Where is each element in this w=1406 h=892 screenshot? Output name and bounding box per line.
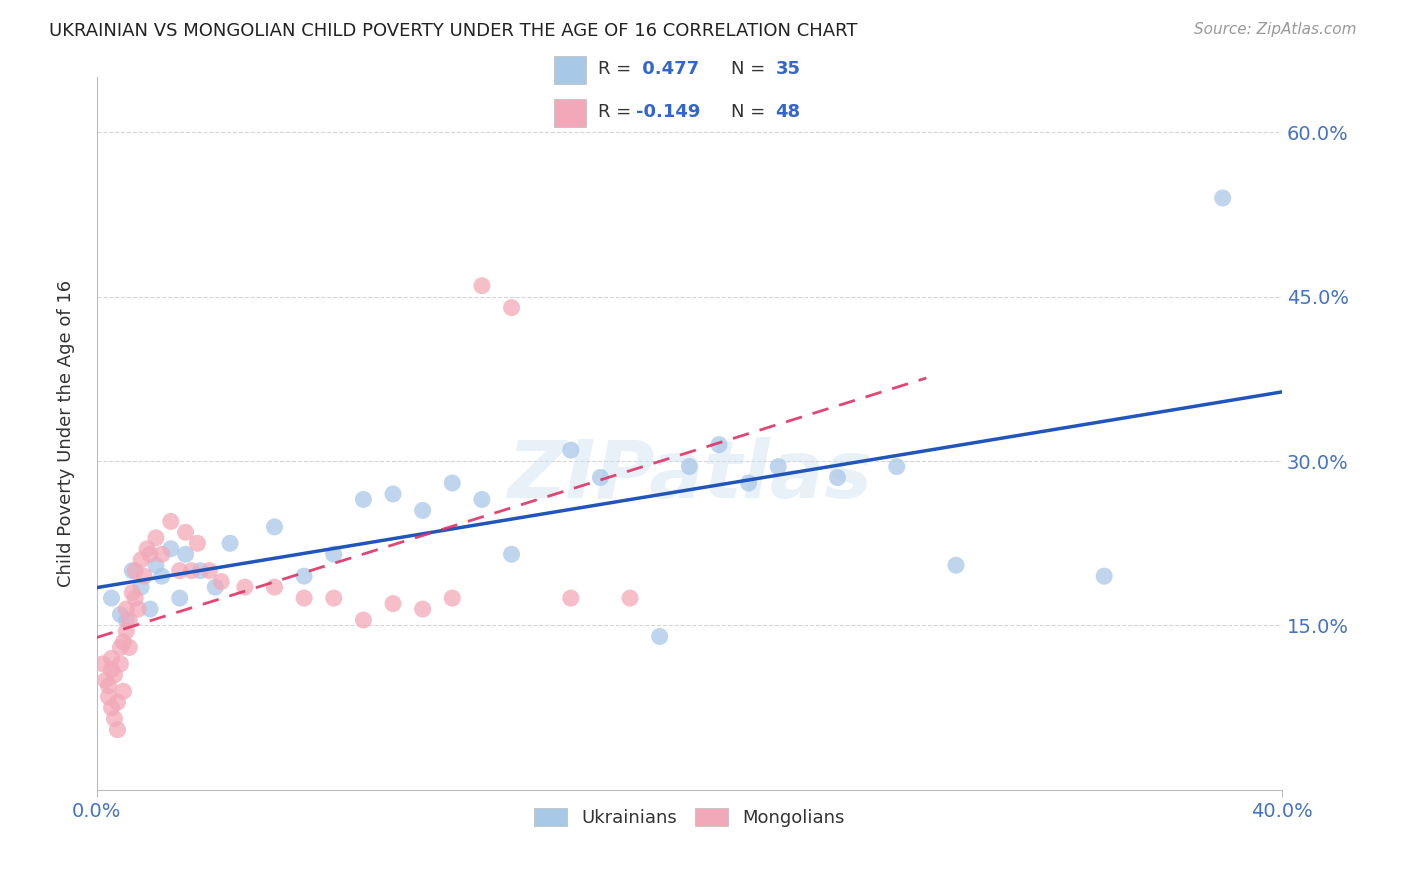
Point — [589, 470, 612, 484]
Y-axis label: Child Poverty Under the Age of 16: Child Poverty Under the Age of 16 — [58, 280, 75, 587]
Point — [382, 487, 405, 501]
Point — [145, 558, 167, 573]
Point — [441, 475, 464, 490]
Point — [150, 547, 173, 561]
Point — [97, 679, 120, 693]
Point — [560, 591, 582, 606]
Point — [110, 657, 132, 671]
Point — [118, 640, 141, 655]
Point — [827, 470, 849, 484]
Point — [382, 597, 405, 611]
Point — [619, 591, 641, 606]
Point — [352, 492, 374, 507]
Point — [115, 602, 138, 616]
Point — [169, 591, 191, 606]
Point — [91, 657, 114, 671]
Point — [204, 580, 226, 594]
Point — [110, 640, 132, 655]
Point — [103, 712, 125, 726]
Point — [94, 673, 117, 688]
Point — [136, 541, 159, 556]
Text: 35: 35 — [776, 60, 800, 78]
Point — [112, 684, 135, 698]
Point — [107, 695, 129, 709]
Point — [100, 591, 122, 606]
Point — [139, 602, 162, 616]
Point — [352, 613, 374, 627]
Point — [471, 278, 494, 293]
Point — [174, 525, 197, 540]
Point — [768, 459, 790, 474]
Point — [124, 591, 146, 606]
Point — [107, 723, 129, 737]
Text: -0.149: -0.149 — [637, 103, 700, 121]
Point — [169, 564, 191, 578]
Point — [103, 668, 125, 682]
Point — [115, 624, 138, 638]
Text: R =: R = — [599, 103, 637, 121]
Point — [180, 564, 202, 578]
Point — [186, 536, 208, 550]
Point — [110, 607, 132, 622]
Text: ZIPatlas: ZIPatlas — [506, 437, 872, 516]
Point — [678, 459, 700, 474]
Point — [412, 602, 434, 616]
Point — [118, 613, 141, 627]
Point — [100, 700, 122, 714]
Point — [129, 580, 152, 594]
Point — [560, 443, 582, 458]
Point — [886, 459, 908, 474]
Point — [112, 635, 135, 649]
Point — [501, 547, 523, 561]
Text: R =: R = — [599, 60, 637, 78]
FancyBboxPatch shape — [554, 56, 586, 84]
Point — [233, 580, 256, 594]
Point — [263, 520, 285, 534]
FancyBboxPatch shape — [554, 99, 586, 127]
Text: Source: ZipAtlas.com: Source: ZipAtlas.com — [1194, 22, 1357, 37]
Point — [322, 591, 344, 606]
Point — [127, 602, 149, 616]
Point — [97, 690, 120, 704]
Point — [100, 651, 122, 665]
Text: N =: N = — [731, 103, 770, 121]
Text: 0.477: 0.477 — [637, 60, 699, 78]
Point — [198, 564, 221, 578]
Point — [115, 613, 138, 627]
Point — [263, 580, 285, 594]
Point — [292, 569, 315, 583]
Point — [121, 585, 143, 599]
Point — [219, 536, 242, 550]
Point — [139, 547, 162, 561]
Point — [648, 630, 671, 644]
Point — [1212, 191, 1234, 205]
Point — [145, 531, 167, 545]
Point — [134, 569, 156, 583]
Point — [292, 591, 315, 606]
Point — [121, 564, 143, 578]
Point — [471, 492, 494, 507]
Point — [412, 503, 434, 517]
Text: UKRAINIAN VS MONGOLIAN CHILD POVERTY UNDER THE AGE OF 16 CORRELATION CHART: UKRAINIAN VS MONGOLIAN CHILD POVERTY UND… — [49, 22, 858, 40]
Point — [159, 514, 181, 528]
Point — [209, 574, 232, 589]
Point — [441, 591, 464, 606]
Point — [150, 569, 173, 583]
Text: N =: N = — [731, 60, 770, 78]
Point — [124, 564, 146, 578]
Text: 48: 48 — [776, 103, 800, 121]
Point — [129, 553, 152, 567]
Point — [737, 475, 759, 490]
Point — [1092, 569, 1115, 583]
Point — [322, 547, 344, 561]
Legend: Ukrainians, Mongolians: Ukrainians, Mongolians — [527, 801, 852, 834]
Point — [174, 547, 197, 561]
Point — [159, 541, 181, 556]
Point — [501, 301, 523, 315]
Point — [190, 564, 212, 578]
Point — [945, 558, 967, 573]
Point — [707, 437, 730, 451]
Point — [100, 662, 122, 676]
